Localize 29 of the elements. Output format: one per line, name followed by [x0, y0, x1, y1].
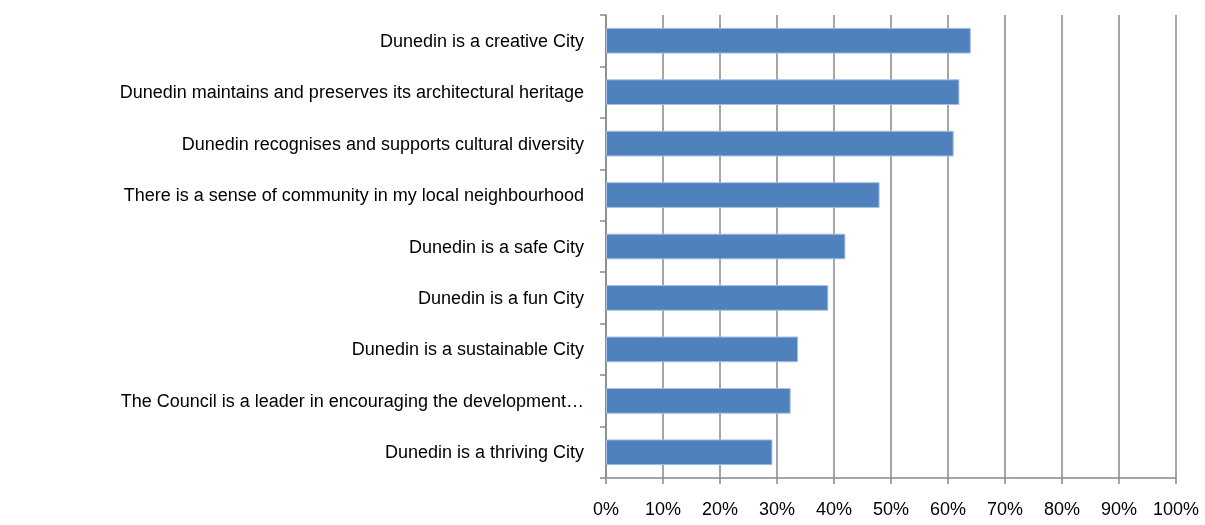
y-tick-label: Dunedin maintains and preserves its architectural heritage — [119, 82, 584, 103]
y-tick-label: Dunedin recognises and supports cultural diversity — [181, 133, 584, 154]
x-tick-label: 90% — [1100, 499, 1138, 519]
x-tick-label: 40% — [815, 499, 853, 519]
x-tick-label: 20% — [701, 499, 739, 519]
x-tick-label: 50% — [872, 499, 910, 519]
y-tick-label: Dunedin is a safe City — [408, 236, 584, 257]
x-tick-label: 70% — [986, 499, 1024, 519]
y-tick-label: Dunedin is a thriving City — [384, 442, 584, 463]
bar — [606, 387, 791, 414]
bar — [606, 79, 960, 106]
bar — [606, 285, 829, 311]
bar — [606, 182, 880, 208]
x-tick-label: 60% — [929, 499, 967, 519]
y-tick-label: Dunedin is a creative City — [379, 30, 584, 51]
bar — [606, 336, 799, 363]
x-tick-label: 80% — [1043, 499, 1081, 519]
x-tick-label: 10% — [644, 499, 682, 519]
bar — [606, 27, 971, 54]
y-tick-label: Dunedin is a fun City — [417, 287, 584, 308]
bar — [606, 439, 773, 466]
x-tick-label: 0% — [592, 499, 620, 519]
y-tick-label: There is a sense of community in my local neighbourhood — [123, 185, 584, 206]
x-tick-label: 30% — [758, 499, 796, 519]
y-tick-label: The Council is a leader in encouraging the development… — [120, 390, 584, 411]
bar — [606, 130, 954, 157]
bar — [606, 233, 846, 260]
y-tick-label: Dunedin is a sustainable City — [351, 339, 584, 360]
x-tick-label: 100% — [1152, 499, 1200, 519]
